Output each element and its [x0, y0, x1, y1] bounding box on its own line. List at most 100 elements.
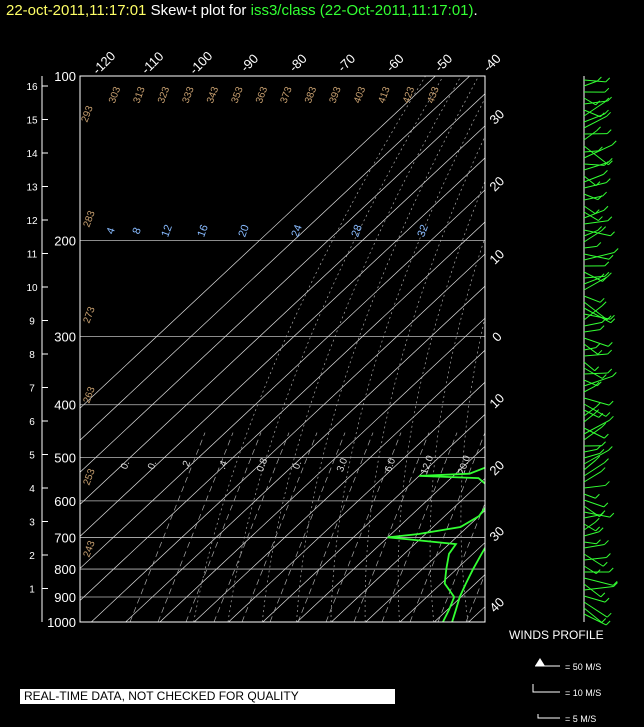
theta-left-label: 243 — [82, 539, 98, 559]
wind-barb-flag — [598, 146, 603, 152]
wind-barb-flag — [610, 231, 615, 237]
theta-label: 383 — [303, 85, 319, 105]
lower-mixing-label-text: 12.0 — [419, 454, 436, 476]
isotherm — [296, 445, 485, 622]
dry-adiabat — [261, 76, 462, 622]
top-temp--50: -50 — [431, 51, 455, 75]
wind-barb — [583, 607, 603, 623]
lower-mixing-label: 3.0 — [335, 456, 350, 473]
header-timestamp: 22-oct-2011,11:17:01 — [6, 2, 147, 19]
wind-barb-flag — [604, 540, 609, 545]
header-title-end: . — [473, 2, 478, 19]
wind-barb-flag — [605, 77, 611, 83]
wind-barb — [583, 613, 607, 626]
top-temp--80: -80 — [286, 51, 310, 75]
wind-barb-flag — [596, 381, 602, 387]
wind-barb — [583, 452, 601, 459]
wind-barb-flag — [600, 510, 606, 515]
wind-barb-flag — [613, 582, 618, 587]
pressure-label-1000: 1000 — [47, 615, 76, 630]
pressure-label-600: 600 — [54, 494, 76, 509]
wind-barb — [583, 484, 606, 489]
wind-barb-flag — [607, 272, 612, 278]
right-temp-label: 10 — [486, 390, 507, 411]
lower-mixing-label: 0. — [291, 459, 304, 471]
mixing-12: 12 — [159, 223, 174, 239]
mixing-32: 32 — [415, 223, 430, 239]
wind-barb-flag — [595, 402, 601, 408]
isotherm — [80, 125, 485, 505]
mixing-16: 16 — [195, 223, 210, 239]
mixing-ratio-line — [494, 433, 569, 622]
wind-barb — [583, 130, 597, 141]
pressure-label-200: 200 — [54, 233, 76, 248]
wind-barb — [583, 305, 603, 321]
wind-barb — [583, 448, 598, 453]
top-temp-label: -110 — [138, 49, 166, 77]
wind-barb-flag — [607, 368, 613, 374]
header-platform: iss3/class (22-Oct-2011,11:17:01) — [250, 2, 474, 19]
height-label-14: 14 — [26, 149, 38, 160]
wind-barb — [583, 230, 602, 243]
wind-barb-flag — [595, 526, 601, 532]
right-temp-label: 20 — [486, 173, 507, 194]
wind-barb — [583, 493, 596, 499]
height-label-6: 6 — [29, 417, 35, 428]
theta-293: 293 — [80, 104, 96, 124]
wind-barb-flag — [610, 318, 616, 324]
wind-barb — [583, 195, 603, 201]
wind-barb-flag — [597, 349, 603, 355]
wind-barb-flag — [601, 301, 607, 307]
right-temp-label: 10 — [486, 246, 507, 267]
wind-barb-flag — [609, 415, 614, 421]
wind-barb — [583, 531, 600, 537]
lower-mixing-label: .2 — [180, 459, 193, 471]
wind-barb — [583, 459, 597, 471]
right-temp-40: 40 — [486, 594, 507, 615]
mixing-label: 16 — [195, 223, 210, 239]
right-temp--20: 20 — [486, 173, 507, 194]
isotherm — [572, 76, 644, 622]
wind-barb — [583, 557, 607, 561]
top-temp-label: -70 — [334, 51, 358, 75]
dry-adiabat — [429, 236, 485, 622]
lower-mixing-label: 0. — [146, 459, 159, 471]
plot-border — [79, 75, 486, 623]
legend-barb-5 — [537, 714, 560, 719]
mixing-label: 24 — [289, 223, 304, 239]
wind-barb — [583, 595, 606, 603]
wind-barb-flag — [599, 273, 605, 279]
height-label-2: 2 — [29, 551, 35, 562]
wind-barb-flag — [602, 561, 608, 567]
wind-barb-flag — [607, 216, 613, 222]
mixing-ratio-line — [157, 432, 234, 622]
mixing-ratio-line — [297, 432, 374, 622]
wind-barb-flag — [604, 87, 610, 93]
isotherm — [399, 542, 485, 622]
wind-barb-flag — [594, 381, 600, 387]
wind-barb-flag — [607, 96, 612, 102]
wind-barb — [583, 514, 602, 519]
lower-mixing-label-text: .4 — [217, 459, 230, 471]
top-temp--120: -120 — [89, 48, 118, 77]
lower-mixing-label-text: .2 — [180, 459, 193, 471]
theta-label: 293 — [80, 104, 96, 124]
top-temp--90: -90 — [237, 51, 261, 75]
wind-barb-flag — [595, 100, 601, 106]
wind-barb-flag — [601, 441, 606, 447]
wind-barb — [583, 115, 607, 129]
height-label-4: 4 — [29, 484, 35, 495]
winds-profile-title: WINDS PROFILE — [509, 628, 604, 642]
theta-label: 343 — [205, 85, 221, 105]
theta-label: 433 — [426, 85, 442, 105]
dry-adiabat — [227, 76, 444, 622]
wind-barb-flag — [603, 170, 608, 175]
theta-413: 413 — [377, 85, 393, 105]
wind-barb-flag — [611, 371, 617, 377]
temperature-trace — [451, 546, 485, 622]
dry-adiabat — [460, 316, 485, 622]
top-temp-label: -50 — [431, 51, 455, 75]
wind-barb-flag — [596, 539, 601, 545]
isotherm — [503, 76, 644, 622]
